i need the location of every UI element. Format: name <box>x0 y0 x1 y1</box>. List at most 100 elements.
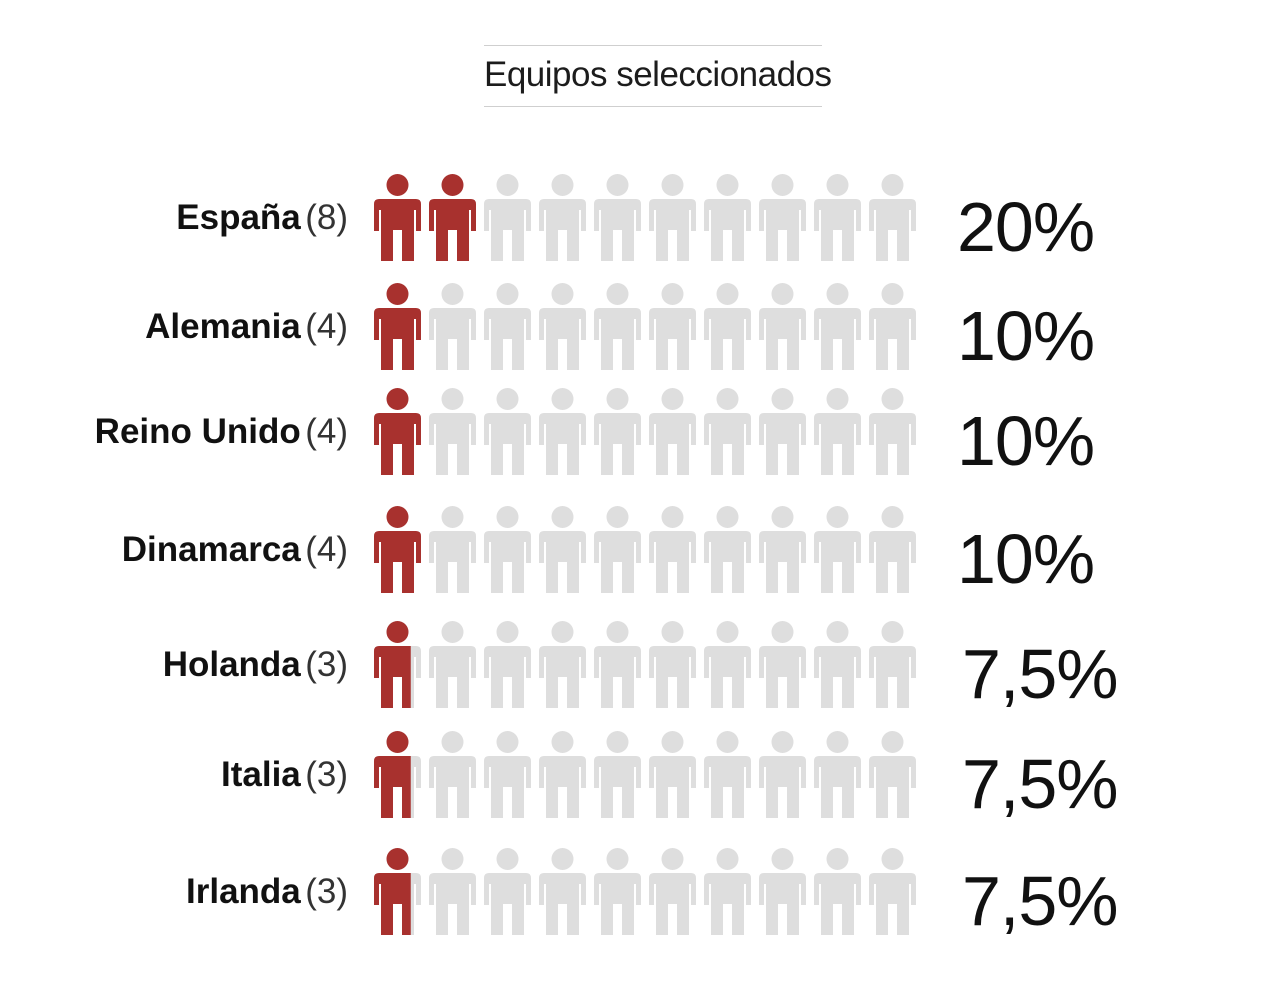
person-icon <box>374 174 421 261</box>
person-icon <box>429 848 476 935</box>
person-icon <box>374 283 421 370</box>
row-label: Dinamarca (4) <box>122 532 348 567</box>
person-icon <box>539 174 586 261</box>
person-icon <box>594 506 641 593</box>
person-icon <box>759 621 806 708</box>
person-icon <box>484 621 531 708</box>
person-icon <box>484 388 531 475</box>
person-icon <box>484 731 531 818</box>
chart-title-box: Equipos seleccionados <box>484 45 832 107</box>
team-count: (4) <box>305 412 348 451</box>
icon-row <box>374 731 916 818</box>
person-icon <box>869 506 916 593</box>
percentage-label: 10% <box>957 297 1095 375</box>
country-name: Italia <box>221 755 301 794</box>
team-count: (3) <box>305 872 348 911</box>
country-name: Alemania <box>145 307 301 346</box>
person-icon <box>649 848 696 935</box>
country-name: Holanda <box>162 645 301 684</box>
person-icon <box>649 174 696 261</box>
person-icon <box>649 388 696 475</box>
person-icon <box>484 283 531 370</box>
person-icon <box>704 731 751 818</box>
person-icon <box>374 848 421 935</box>
person-icon <box>484 174 531 261</box>
icon-row <box>374 388 916 475</box>
person-icon <box>594 848 641 935</box>
icon-row <box>374 621 916 708</box>
person-icon <box>539 731 586 818</box>
person-icon <box>374 388 421 475</box>
row-label: Irlanda (3) <box>186 874 348 909</box>
percentage-label: 7,5% <box>962 635 1119 713</box>
person-icon <box>649 506 696 593</box>
person-icon <box>814 621 861 708</box>
person-icon <box>429 506 476 593</box>
person-icon <box>759 388 806 475</box>
row-label: Italia (3) <box>221 757 348 792</box>
percentage-label: 7,5% <box>962 745 1119 823</box>
row-label: Alemania (4) <box>145 309 348 344</box>
person-icon <box>814 283 861 370</box>
team-count: (4) <box>305 530 348 569</box>
team-count: (3) <box>305 755 348 794</box>
person-icon <box>869 388 916 475</box>
person-icon <box>429 388 476 475</box>
person-icon <box>484 506 531 593</box>
person-icon <box>594 621 641 708</box>
person-icon <box>814 174 861 261</box>
person-icon <box>429 283 476 370</box>
country-name: Irlanda <box>186 872 301 911</box>
person-icon <box>759 506 806 593</box>
person-icon <box>759 848 806 935</box>
icon-row <box>374 283 916 370</box>
icon-row <box>374 174 916 261</box>
person-icon <box>869 283 916 370</box>
person-icon <box>759 174 806 261</box>
team-count: (4) <box>305 307 348 346</box>
person-icon <box>539 283 586 370</box>
person-icon <box>814 731 861 818</box>
country-name: España <box>176 198 301 237</box>
person-icon <box>594 731 641 818</box>
person-icon <box>429 731 476 818</box>
person-icon <box>704 506 751 593</box>
person-icon <box>484 848 531 935</box>
percentage-label: 20% <box>957 188 1095 266</box>
person-icon <box>649 283 696 370</box>
row-label: Holanda (3) <box>163 647 348 682</box>
person-icon <box>704 848 751 935</box>
percentage-label: 10% <box>957 520 1095 598</box>
person-icon <box>594 388 641 475</box>
person-icon <box>814 506 861 593</box>
person-icon <box>649 621 696 708</box>
person-icon <box>649 731 696 818</box>
person-icon <box>539 388 586 475</box>
percentage-label: 10% <box>957 402 1095 480</box>
person-icon <box>704 621 751 708</box>
person-icon <box>814 388 861 475</box>
person-icon <box>869 174 916 261</box>
team-count: (3) <box>305 645 348 684</box>
country-name: Dinamarca <box>121 530 301 569</box>
country-name: Reino Unido <box>94 412 301 451</box>
person-icon <box>594 283 641 370</box>
icon-row <box>374 848 916 935</box>
icon-row <box>374 506 916 593</box>
person-icon <box>869 731 916 818</box>
percentage-label: 7,5% <box>962 862 1119 940</box>
person-icon <box>594 174 641 261</box>
person-icon <box>539 506 586 593</box>
person-icon <box>759 731 806 818</box>
team-count: (8) <box>305 198 348 237</box>
person-icon <box>374 731 421 818</box>
person-icon <box>374 621 421 708</box>
person-icon <box>704 283 751 370</box>
person-icon <box>429 174 476 261</box>
person-icon <box>869 621 916 708</box>
chart-title: Equipos seleccionados <box>484 55 832 94</box>
person-icon <box>429 621 476 708</box>
person-icon <box>374 506 421 593</box>
person-icon <box>539 621 586 708</box>
